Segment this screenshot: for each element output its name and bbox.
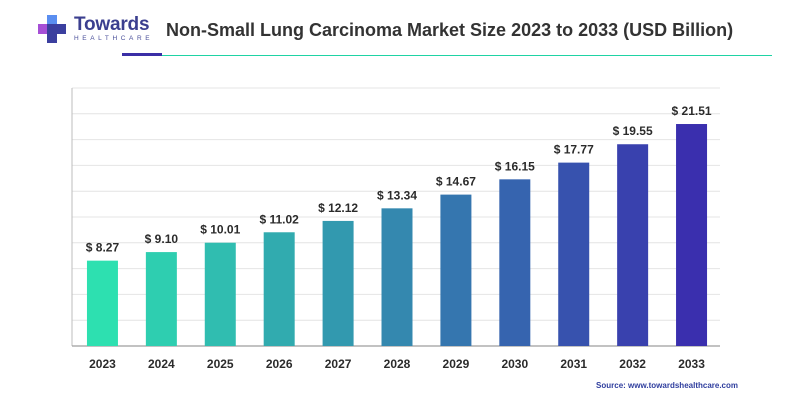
medical-cross-icon xyxy=(38,15,66,43)
header: Towards HEALTHCARE Non-Small Lung Carcin… xyxy=(0,0,800,60)
divider-rule xyxy=(162,54,772,56)
x-tick-label: 2026 xyxy=(266,357,293,371)
x-tick-label: 2033 xyxy=(678,357,705,371)
data-label-2030: $ 16.15 xyxy=(495,159,535,173)
data-label-2023: $ 8.27 xyxy=(86,241,120,255)
bar-2028 xyxy=(381,208,413,346)
x-tick-label: 2031 xyxy=(560,357,587,371)
bar-2033 xyxy=(676,124,708,346)
data-label-2024: $ 9.10 xyxy=(145,232,179,246)
bar-2023 xyxy=(86,260,118,346)
bar-2026 xyxy=(263,232,295,346)
x-tick-label: 2027 xyxy=(325,357,352,371)
brand-logo: Towards HEALTHCARE xyxy=(36,12,153,46)
data-label-2028: $ 13.34 xyxy=(377,188,417,202)
bar-2032 xyxy=(617,144,649,346)
bar-2030 xyxy=(499,179,531,346)
data-label-2033: $ 21.51 xyxy=(672,104,712,118)
bar-2027 xyxy=(322,220,354,346)
data-label-2025: $ 10.01 xyxy=(200,223,240,237)
x-tick-label: 2029 xyxy=(443,357,470,371)
data-label-2027: $ 12.12 xyxy=(318,201,358,215)
page-title: Non-Small Lung Carcinoma Market Size 202… xyxy=(166,20,734,40)
x-tick-label: 2032 xyxy=(619,357,646,371)
bar-2024 xyxy=(145,252,177,346)
data-label-2026: $ 11.02 xyxy=(259,212,299,226)
x-tick-label: 2023 xyxy=(89,357,116,371)
source-note: Source: www.towardshealthcare.com xyxy=(596,381,738,390)
data-label-2031: $ 17.77 xyxy=(554,143,594,157)
accent-rule xyxy=(122,53,162,56)
data-label-2029: $ 14.67 xyxy=(436,175,476,189)
x-tick-label: 2030 xyxy=(501,357,528,371)
data-label-2032: $ 19.55 xyxy=(613,124,653,138)
x-tick-label: 2028 xyxy=(384,357,411,371)
x-tick-label: 2025 xyxy=(207,357,234,371)
brand-tagline: HEALTHCARE xyxy=(74,35,154,43)
brand-name: Towards xyxy=(74,14,150,36)
bar-2031 xyxy=(558,162,590,346)
bar-2029 xyxy=(440,194,472,346)
bar-2025 xyxy=(204,242,236,346)
x-tick-label: 2024 xyxy=(148,357,175,371)
